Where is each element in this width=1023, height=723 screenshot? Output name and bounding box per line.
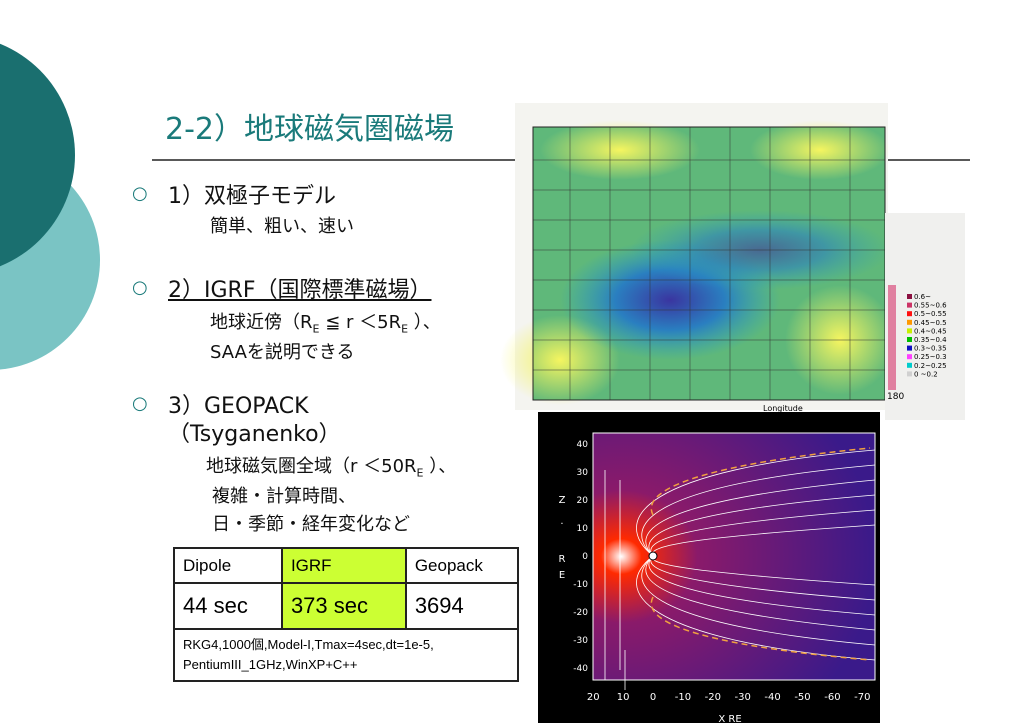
bullet-detail: 複雑・計算時間、	[212, 482, 356, 508]
subscript: E	[312, 322, 320, 336]
table-header-cell: Geopack	[404, 547, 520, 584]
text-run: 簡単、粗い、速い	[210, 216, 354, 237]
world-map-image	[500, 103, 965, 420]
timing-table: Dipole IGRF Geopack 44 sec 373 sec 3694 RKG4…	[173, 547, 520, 682]
bullet-detail: SAAを説明できる	[210, 338, 355, 364]
table-cell: 373 sec	[280, 582, 407, 630]
bullet-heading: 2）IGRF（国際標準磁場）	[168, 278, 432, 303]
bullet-heading: （Tsyganenko）	[168, 422, 341, 447]
text-run: 日・季節・経年変化など	[212, 514, 410, 535]
bullet-detail: 地球近傍（RE ≦ r ＜5RE ）、	[210, 308, 441, 336]
slide-title: 2-2）地球磁気圏磁場	[165, 112, 454, 147]
bullet-detail: 簡単、粗い、速い	[210, 212, 354, 238]
text-run: 地球磁気圏全域（r ＜50R	[206, 456, 417, 477]
table-note: RKG4,1000個,Model-I,Tmax=4sec,dt=1e-5, Pen…	[173, 628, 519, 682]
text-run: ）、	[408, 312, 441, 333]
table-note-line: RKG4,1000個,Model-I,Tmax=4sec,dt=1e-5,	[183, 637, 434, 652]
bullet-marker: ○	[132, 393, 148, 414]
magnetosphere-image	[538, 412, 880, 723]
table-header-cell: Dipole	[173, 547, 283, 584]
text-run: 複雑・計算時間、	[212, 486, 356, 507]
text-run: 地球近傍（R	[210, 312, 313, 333]
bullet-heading: 1）双極子モデル	[168, 184, 336, 209]
bullet-marker: ○	[132, 183, 148, 204]
bullet-detail: 地球磁気圏全域（r ＜50RE ）、	[206, 452, 456, 480]
bullet-detail: 日・季節・経年変化など	[212, 510, 410, 536]
table-cell: 44 sec	[173, 582, 283, 630]
text-run: ）、	[423, 456, 457, 477]
deco-circle	[0, 43, 75, 267]
subscript: E	[401, 322, 409, 336]
table-cell: 3694	[404, 582, 520, 630]
subscript: E	[416, 466, 424, 480]
bullet-heading: 3）GEOPACK	[168, 394, 309, 419]
text-run: SAAを説明できる	[210, 342, 355, 363]
table-header-cell: IGRF	[280, 547, 407, 584]
text-run: ≦ r ＜5R	[319, 312, 402, 333]
table-note-line: PentiumIII_1GHz,WinXP+C++	[183, 657, 358, 672]
bullet-marker: ○	[132, 277, 148, 298]
